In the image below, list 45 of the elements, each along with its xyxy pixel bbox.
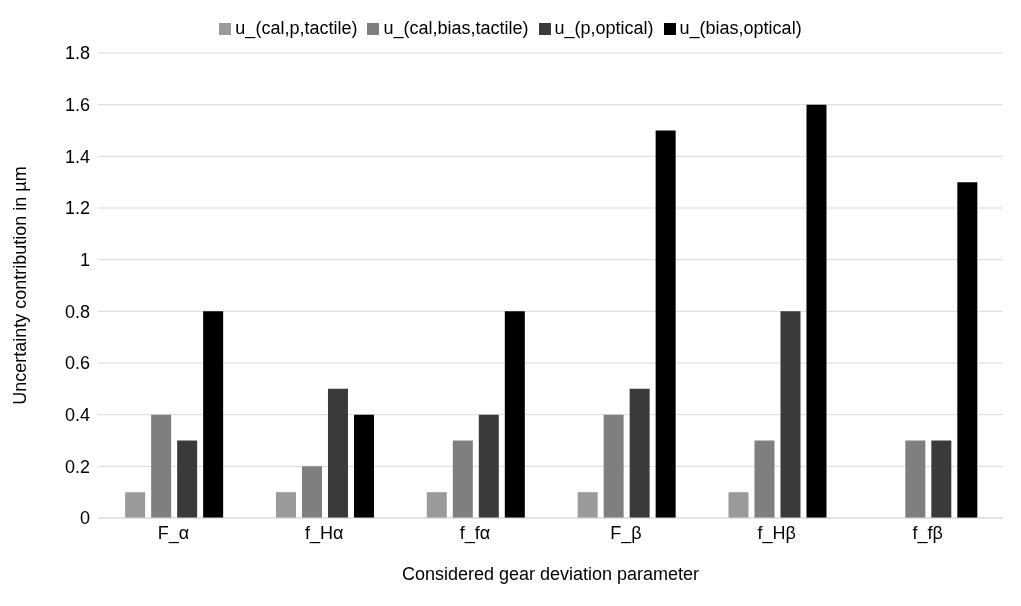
bar [301, 466, 322, 518]
x-tick-label: f_fβ [912, 522, 943, 544]
bar [957, 182, 978, 518]
bar [629, 388, 650, 518]
bar [151, 414, 172, 518]
bar [931, 440, 952, 518]
bar [728, 492, 749, 518]
legend-label: u_(cal,bias,tactile) [383, 18, 529, 38]
y-tick-label: 0.2 [64, 456, 90, 477]
bar [327, 388, 348, 518]
y-tick-label: 1.8 [64, 43, 90, 64]
bar [478, 414, 499, 518]
bar [780, 311, 801, 518]
legend-label: u_(bias,optical) [679, 18, 802, 38]
x-tick-label: F_α [157, 522, 190, 544]
bar [577, 492, 598, 518]
y-tick-label: 0 [79, 508, 90, 529]
x-tick-label: f_fα [459, 522, 491, 544]
bar [203, 311, 224, 518]
bar [603, 414, 624, 518]
y-tick-label: 1.2 [64, 198, 90, 219]
x-tick-label: f_Hα [305, 522, 344, 544]
bar [275, 492, 296, 518]
y-tick-label: 1 [79, 250, 90, 271]
legend-label: u_(p,optical) [554, 18, 654, 38]
y-tick-label: 0.6 [64, 353, 90, 374]
bar [655, 130, 676, 518]
bar [353, 414, 374, 518]
y-tick-label: 0.8 [64, 301, 90, 322]
bar [504, 311, 525, 518]
bar [452, 440, 473, 518]
y-tick-label: 1.4 [64, 146, 90, 167]
bar [754, 440, 775, 518]
bar [426, 492, 447, 518]
y-tick-label: 1.6 [64, 95, 90, 116]
y-axis-title: Uncertainty contribution in µm [10, 166, 31, 405]
x-axis-title: Considered gear deviation parameter [401, 564, 700, 584]
x-tick-label: f_Hβ [757, 522, 796, 544]
legend-label: u_(cal,p,tactile) [235, 18, 358, 38]
bar [806, 104, 827, 518]
bar [125, 492, 146, 518]
y-tick-label: 0.4 [64, 405, 90, 426]
x-tick-label: F_β [610, 522, 642, 544]
bar [905, 440, 926, 518]
bar [177, 440, 198, 518]
